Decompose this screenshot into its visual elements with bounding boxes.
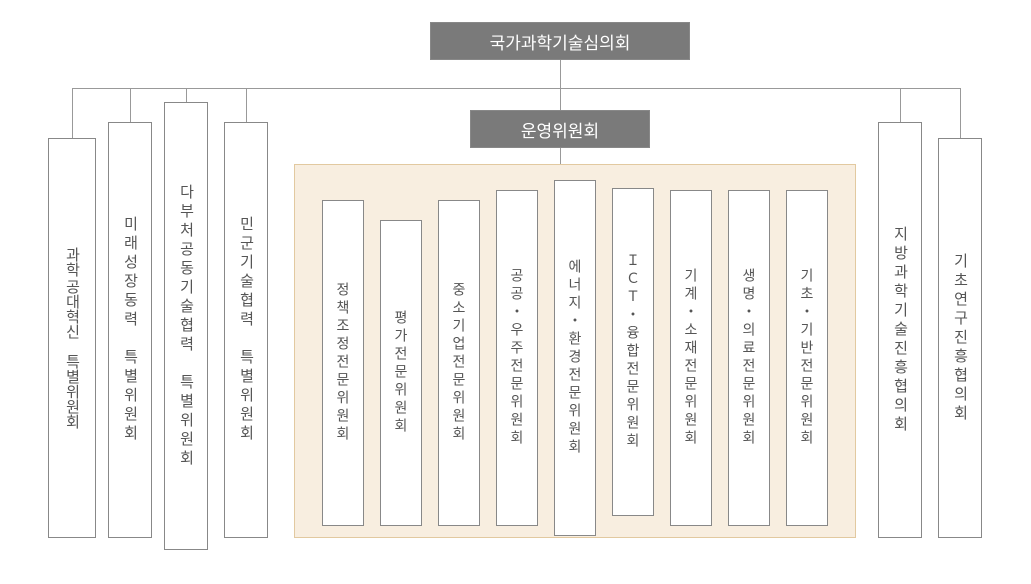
- outer-committee-box: 민군기술협력 특별위원회: [224, 122, 268, 538]
- outer-committee-box: 과학공대혁신 특별위원회: [48, 138, 96, 538]
- inner-committee-box: 기초・기반전문위원회: [786, 190, 828, 526]
- outer-committee-box: 다부처공동기술협력 특별위원회: [164, 102, 208, 550]
- inner-committee-box: 생명・의료전문위원회: [728, 190, 770, 526]
- outer-committee-box: 미래성장동력 특별위원회: [108, 122, 152, 538]
- outer-box-col: 과학: [62, 247, 83, 277]
- inner-committee-box: 에너지・환경전문위원회: [554, 180, 596, 536]
- outer-committee-box: 기초연구진흥협의회: [938, 138, 982, 538]
- inner-committee-box: 중소기업전문위원회: [438, 200, 480, 526]
- outer-box-col: 공대혁신 특별위원회: [62, 279, 83, 429]
- org-mid-header: 운영위원회: [470, 110, 650, 148]
- org-root-header: 국가과학기술심의회: [430, 22, 690, 60]
- inner-committee-box: 기계・소재전문위원회: [670, 190, 712, 526]
- inner-committee-box: ＩＣＴ・융합전문위원회: [612, 188, 654, 516]
- inner-committee-box: 공공・우주전문위원회: [496, 190, 538, 526]
- inner-committee-box: 평가전문위원회: [380, 220, 422, 526]
- inner-committee-box: 정책조정전문위원회: [322, 200, 364, 526]
- outer-committee-box: 지방과학기술진흥협의회: [878, 122, 922, 538]
